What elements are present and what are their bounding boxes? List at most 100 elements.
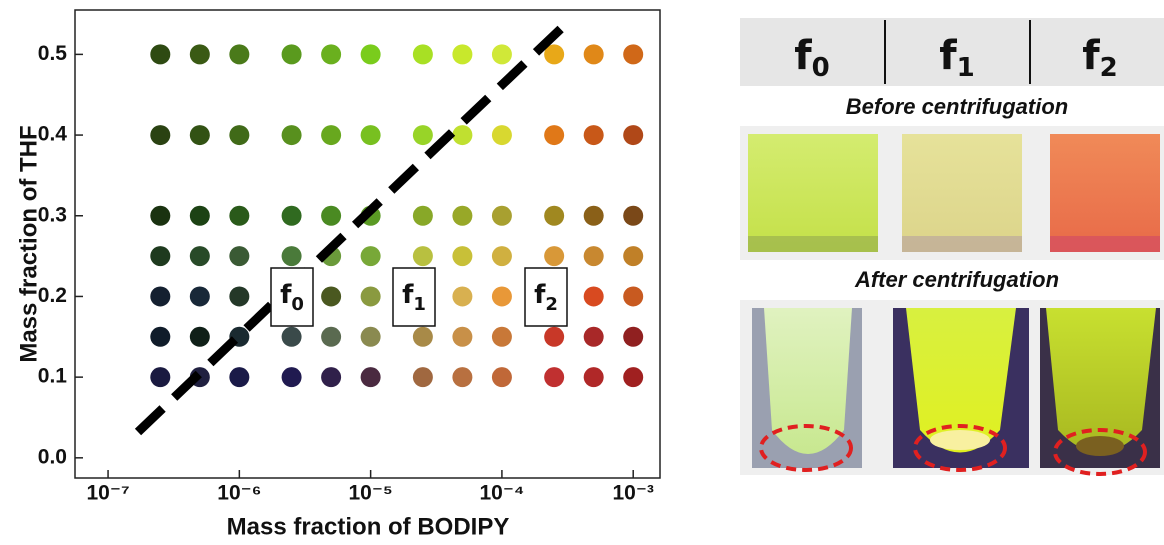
dot bbox=[491, 125, 512, 146]
dot bbox=[452, 246, 473, 267]
dot bbox=[321, 125, 342, 146]
annotation-text: f bbox=[402, 280, 414, 310]
x-tick-label: 10⁻⁶ bbox=[217, 482, 261, 505]
dot bbox=[544, 205, 565, 226]
header-label: f1 bbox=[939, 33, 975, 83]
dot bbox=[360, 286, 381, 307]
highlight-ellipse bbox=[1053, 428, 1147, 476]
dot bbox=[452, 326, 473, 347]
dot bbox=[412, 125, 433, 146]
photo-before-f2 bbox=[1050, 134, 1160, 252]
dot bbox=[229, 125, 250, 146]
highlight-ellipse bbox=[913, 424, 1007, 472]
annotation-box bbox=[392, 267, 436, 327]
dot bbox=[544, 367, 565, 388]
dot bbox=[189, 326, 210, 347]
dot bbox=[544, 246, 565, 267]
x-tick-label: 10⁻⁷ bbox=[87, 482, 130, 505]
after-caption: After centrifugation bbox=[854, 267, 1059, 292]
header-label: f2 bbox=[1082, 33, 1118, 83]
dot bbox=[360, 326, 381, 347]
annotation-text: f bbox=[280, 280, 292, 310]
y-tick-label: 0.4 bbox=[38, 123, 68, 146]
dot bbox=[321, 205, 342, 226]
dot bbox=[491, 367, 512, 388]
dot bbox=[623, 367, 644, 388]
dot bbox=[583, 246, 604, 267]
annotation-sub: 1 bbox=[413, 294, 426, 315]
plot-frame bbox=[74, 9, 661, 479]
chart: Mass fraction of BODIPY Mass fraction of… bbox=[15, 9, 661, 540]
annotation: f1 bbox=[402, 280, 426, 316]
annotation: f2 bbox=[534, 280, 558, 316]
annotation-text: f bbox=[534, 280, 546, 310]
dot bbox=[452, 44, 473, 65]
y-tick-label: 0.1 bbox=[38, 365, 68, 388]
pellet bbox=[930, 430, 990, 450]
header-sub: 0 bbox=[812, 53, 830, 83]
dot bbox=[583, 286, 604, 307]
dot bbox=[491, 326, 512, 347]
photo-before-f0 bbox=[748, 134, 878, 252]
annotation-box bbox=[270, 267, 314, 327]
dot bbox=[150, 326, 171, 347]
dot bbox=[491, 246, 512, 267]
y-tick-label: 0.5 bbox=[38, 42, 68, 65]
dot bbox=[623, 205, 644, 226]
dot bbox=[360, 44, 381, 65]
dot bbox=[412, 246, 433, 267]
dot bbox=[229, 205, 250, 226]
dot bbox=[150, 286, 171, 307]
dot bbox=[623, 125, 644, 146]
dot bbox=[281, 326, 302, 347]
photo-detail bbox=[902, 236, 1022, 252]
dot bbox=[623, 286, 644, 307]
annotation: f0 bbox=[280, 280, 304, 316]
annotation-box bbox=[524, 267, 568, 327]
header-text: f bbox=[794, 33, 812, 79]
dot bbox=[281, 367, 302, 388]
dot bbox=[189, 286, 210, 307]
dot bbox=[150, 367, 171, 388]
dot bbox=[491, 205, 512, 226]
dot bbox=[229, 246, 250, 267]
dot bbox=[281, 246, 302, 267]
dot bbox=[583, 125, 604, 146]
dot bbox=[452, 205, 473, 226]
photo-before-f1 bbox=[902, 134, 1022, 252]
dot bbox=[229, 367, 250, 388]
tube bbox=[1046, 308, 1156, 453]
dot bbox=[321, 44, 342, 65]
y-tick-label: 0.2 bbox=[38, 284, 67, 307]
dot bbox=[491, 44, 512, 65]
dot bbox=[150, 125, 171, 146]
header-label: f0 bbox=[794, 33, 830, 83]
header-text: f bbox=[1082, 33, 1100, 79]
dot bbox=[544, 44, 565, 65]
photo-panel: f0 f1 f2 Before centrifugation After cen… bbox=[740, 18, 1164, 476]
dot bbox=[189, 44, 210, 65]
dot bbox=[321, 326, 342, 347]
y-tick-label: 0.3 bbox=[38, 203, 67, 226]
dot bbox=[583, 326, 604, 347]
header-sub: 1 bbox=[957, 53, 975, 83]
dot bbox=[360, 367, 381, 388]
dot bbox=[623, 326, 644, 347]
x-tick-label: 10⁻⁵ bbox=[348, 482, 392, 505]
dot bbox=[150, 44, 171, 65]
dot bbox=[544, 326, 565, 347]
dot bbox=[321, 367, 342, 388]
before-caption: Before centrifugation bbox=[846, 94, 1068, 119]
dot bbox=[544, 125, 565, 146]
x-tick-label: 10⁻³ bbox=[612, 482, 653, 505]
dot bbox=[360, 246, 381, 267]
photo-detail bbox=[1050, 236, 1160, 252]
dot bbox=[623, 44, 644, 65]
dot bbox=[360, 125, 381, 146]
dot bbox=[281, 125, 302, 146]
x-axis-label: Mass fraction of BODIPY bbox=[227, 513, 510, 540]
dot bbox=[452, 125, 473, 146]
tube bbox=[764, 308, 852, 454]
x-tick-label: 10⁻⁴ bbox=[479, 482, 524, 505]
